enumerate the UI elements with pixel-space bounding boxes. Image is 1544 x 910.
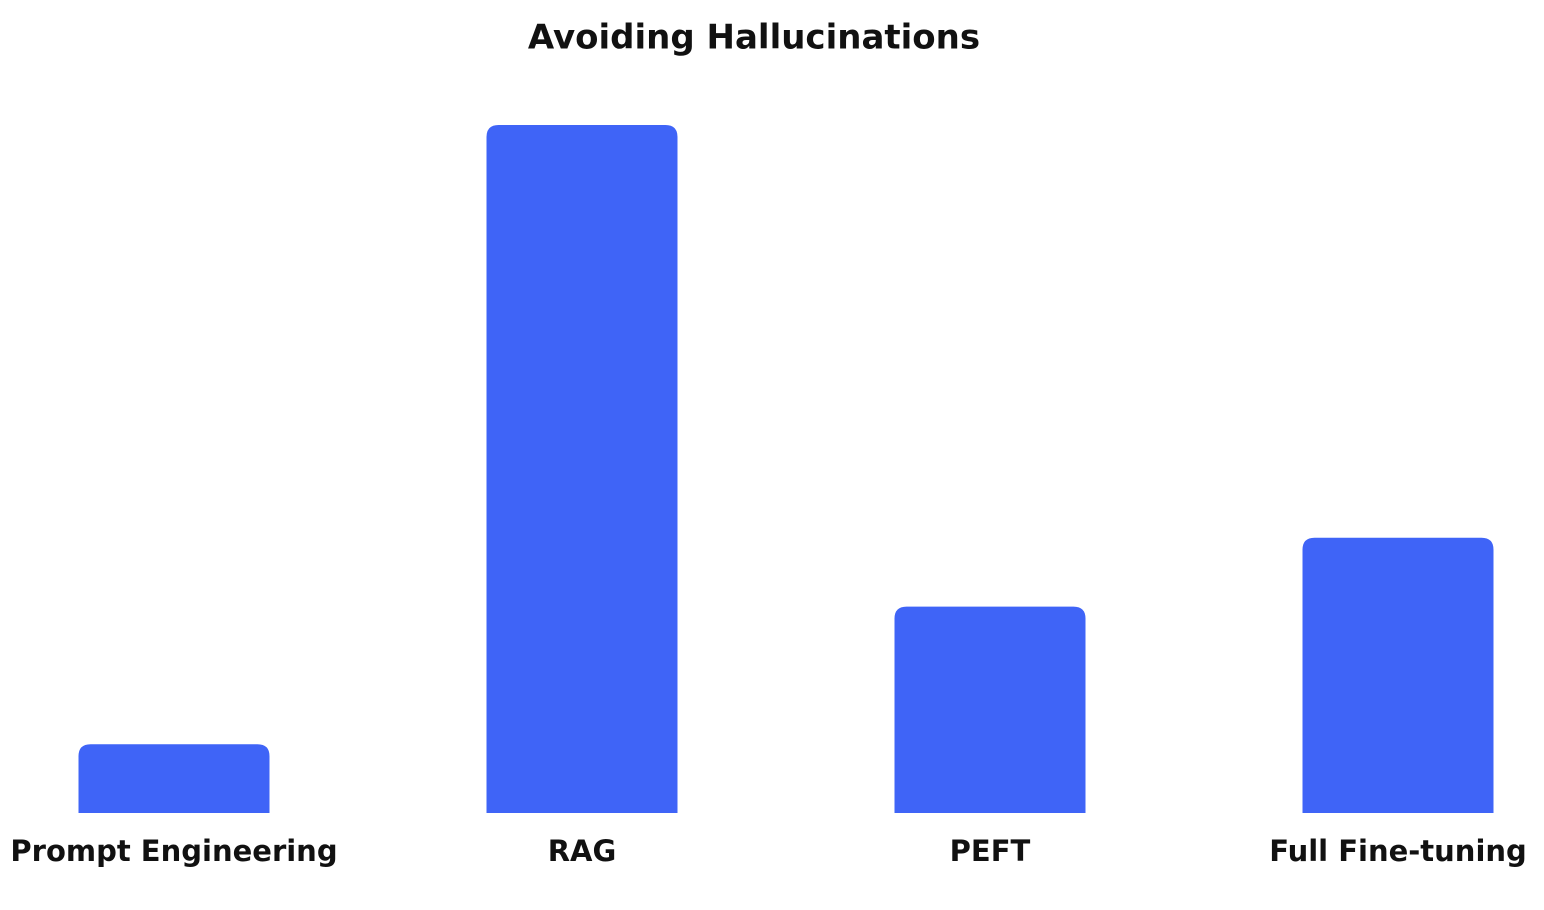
bar xyxy=(894,606,1086,813)
x-tick-label: PEFT xyxy=(950,834,1031,868)
bar xyxy=(78,744,270,813)
x-tick-label: Prompt Engineering xyxy=(10,834,337,868)
bar xyxy=(1302,537,1494,813)
bar xyxy=(486,125,678,813)
x-tick-label: Full Fine-tuning xyxy=(1269,834,1527,868)
x-tick-label: RAG xyxy=(548,834,617,868)
chart-title: Avoiding Hallucinations xyxy=(528,18,980,58)
